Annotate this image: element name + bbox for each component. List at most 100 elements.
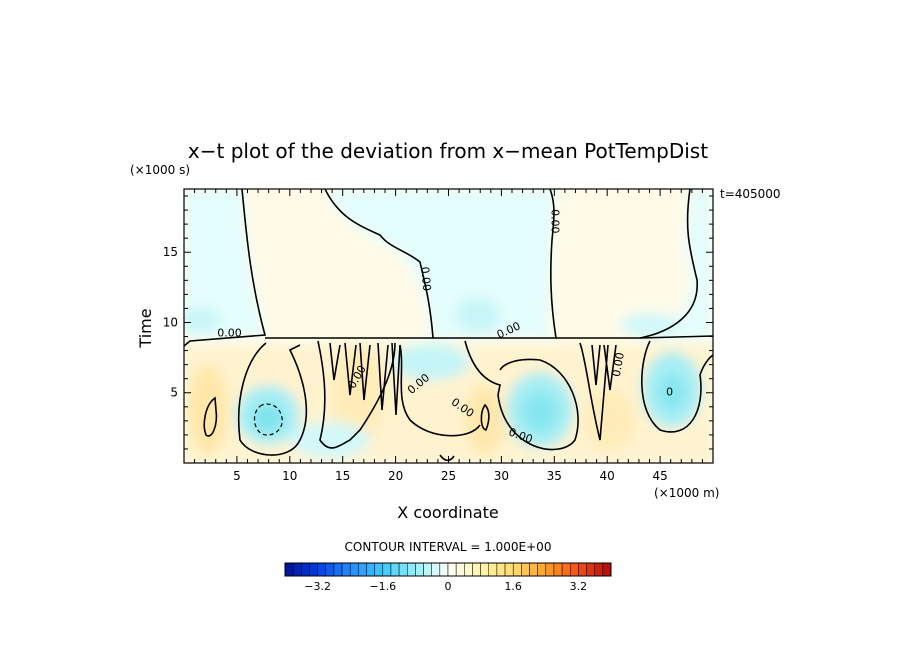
contour-line (433, 189, 557, 339)
colorbar-tick-label: 1.6 (504, 580, 522, 593)
contour-line (399, 344, 481, 437)
y-tick-label: 10 (163, 315, 178, 329)
colorbar-bin (586, 562, 595, 577)
colorbar-bin (529, 562, 538, 577)
colorbar-tick-label: −3.2 (304, 580, 331, 593)
contour-line (464, 340, 579, 451)
colorbar-bin (382, 562, 392, 577)
time-stamp-label: t=405000 (720, 187, 781, 201)
x-tick-label: 15 (335, 469, 350, 483)
colorbar-bin (390, 562, 400, 577)
colorbar-bin (488, 562, 498, 577)
contour-line (641, 340, 713, 433)
colorbar-bin (325, 562, 335, 577)
x-tick-label: 20 (388, 469, 403, 483)
contour-label: 0.00 (548, 209, 561, 234)
colorbar-bin (398, 562, 408, 577)
contour-label: 0.00 (217, 327, 242, 340)
colorbar-tick-label: −1.6 (369, 580, 396, 593)
colorbar-bin (349, 562, 359, 577)
colorbar-bin (366, 562, 375, 577)
colorbar-bin (447, 562, 457, 577)
contour-label: 0.00 (610, 351, 627, 377)
x-tick-label: 30 (494, 469, 509, 483)
contour-line (184, 189, 267, 347)
colorbar-tick-label: 3.2 (570, 580, 588, 593)
colorbar-bin (341, 562, 351, 577)
colorbar-bin (545, 562, 555, 577)
colorbar-bin (553, 562, 563, 577)
contour-line (556, 189, 698, 339)
colorbar-bin (578, 562, 587, 577)
y-tick-label: 5 (170, 386, 178, 400)
x-tick-label: 35 (547, 469, 562, 483)
upper-mid-cool-region (325, 189, 556, 338)
colorbar-bin (439, 562, 449, 577)
colorbar (284, 562, 612, 577)
y-axis-label: Time (136, 308, 155, 348)
cool-patch-2 (290, 422, 370, 458)
contour-line (480, 403, 490, 431)
colorbar-bin (333, 562, 343, 577)
x-axis-label: X coordinate (397, 503, 498, 522)
field-shading (184, 189, 713, 463)
contour-label: 0 (666, 386, 673, 399)
colorbar-bin (464, 562, 473, 577)
contour-line (639, 335, 713, 339)
upper-cyan-blob-3 (620, 313, 680, 337)
colorbar-bin (301, 562, 310, 577)
x-axis-ticks: 5 10 15 20 25 30 35 40 45 (194, 189, 703, 483)
contour-line (203, 396, 218, 437)
x-tick-label: 5 (233, 469, 241, 483)
colorbar-bin (292, 562, 302, 577)
x-tick-label: 45 (652, 469, 667, 483)
x-tick-label: 10 (282, 469, 297, 483)
colorbar-bin (561, 562, 571, 577)
y-tick-label: 15 (163, 245, 178, 259)
contour-line (265, 189, 434, 339)
colorbar-bin (496, 562, 506, 577)
cool-core-left-center (252, 404, 284, 432)
y-units-label: (×1000 s) (130, 163, 190, 177)
colorbar-bin (602, 562, 612, 577)
colorbar-bin (358, 562, 367, 577)
colorbar-bin (472, 562, 481, 577)
colorbar-bin (480, 562, 490, 577)
colorbar-ticks: −3.2 −1.6 0 1.6 3.2 (304, 580, 587, 593)
upper-cyan-blob-2 (456, 297, 500, 333)
warm-right (585, 390, 635, 450)
colorbar-bin (423, 562, 432, 577)
chart-title: x−t plot of the deviation from x−mean Po… (188, 139, 708, 163)
warm-mid-2 (465, 385, 505, 455)
colorbar-bin (455, 562, 465, 577)
colorbar-tick-label: 0 (445, 580, 452, 593)
colorbar-bin (317, 562, 327, 577)
colorbar-bin (570, 562, 579, 577)
contour-line (237, 342, 308, 456)
y-axis-ticks: 5 10 15 (163, 195, 713, 450)
colorbar-frame (284, 562, 612, 577)
colorbar-bin (537, 562, 547, 577)
cool-core-mid-center (522, 392, 558, 432)
contour-line (329, 342, 401, 416)
colorbar-bin (284, 562, 294, 577)
contour-interval-label: CONTOUR INTERVAL = 1.000E+00 (345, 540, 552, 554)
colorbar-bin (504, 562, 514, 577)
colorbar-bin (431, 562, 441, 577)
contour-label: 0.00 (418, 266, 433, 292)
upper-cyan-blob-1 (184, 308, 220, 332)
warm-mid-1 (333, 345, 383, 445)
cool-core-right-center (658, 374, 686, 410)
colorbar-bin (594, 562, 604, 577)
x-tick-label: 25 (441, 469, 456, 483)
colorbar-bin (415, 562, 424, 577)
warm-left (188, 365, 228, 455)
x-units-label: (×1000 m) (654, 486, 719, 500)
contour-lines (184, 189, 713, 462)
colorbar-bin (521, 562, 530, 577)
x-tick-label: 40 (600, 469, 615, 483)
contour-line (439, 454, 455, 462)
colorbar-bin (407, 562, 416, 577)
contour-line (579, 342, 617, 441)
